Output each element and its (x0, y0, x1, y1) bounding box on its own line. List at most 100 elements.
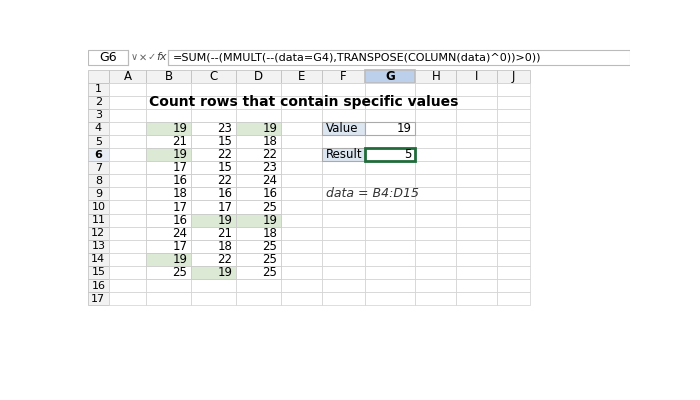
Text: 9: 9 (94, 189, 102, 199)
Bar (237, 148, 281, 161)
Bar (237, 266, 281, 279)
Bar (191, 135, 237, 148)
Text: B: B (164, 70, 173, 83)
Bar (88, 214, 109, 227)
Bar (365, 214, 415, 227)
Bar (281, 187, 322, 200)
Bar (456, 96, 498, 109)
Bar (109, 227, 146, 240)
Text: 15: 15 (218, 135, 232, 148)
Text: 19: 19 (262, 122, 277, 135)
Bar (88, 96, 109, 109)
Bar (146, 135, 191, 148)
Text: G: G (385, 70, 395, 83)
Text: 19: 19 (218, 214, 232, 226)
Bar (456, 174, 498, 187)
Bar (109, 200, 146, 214)
Text: 12: 12 (91, 228, 106, 238)
Bar (237, 174, 281, 187)
Text: 22: 22 (262, 148, 277, 161)
Text: 16: 16 (172, 174, 188, 187)
Text: Count rows that contain specific values: Count rows that contain specific values (148, 95, 458, 109)
Bar (109, 187, 146, 200)
Bar (237, 96, 281, 109)
Bar (498, 161, 530, 174)
Text: 8: 8 (94, 176, 102, 186)
Bar (365, 253, 415, 266)
Bar (191, 227, 237, 240)
Bar (456, 200, 498, 214)
Text: 18: 18 (262, 227, 277, 240)
Bar (281, 214, 322, 227)
Bar (191, 148, 237, 161)
Bar (191, 200, 237, 214)
Bar (237, 240, 281, 253)
Bar (237, 200, 281, 214)
Bar (109, 266, 146, 279)
Bar (365, 135, 415, 148)
Bar (498, 292, 530, 305)
Bar (322, 187, 365, 200)
Text: I: I (475, 70, 479, 83)
Text: 25: 25 (262, 240, 277, 253)
Bar (237, 240, 281, 253)
Bar (365, 122, 415, 135)
Bar (281, 148, 322, 161)
Bar (88, 253, 109, 266)
Text: 17: 17 (172, 161, 188, 174)
Bar (146, 83, 191, 96)
Bar (456, 83, 498, 96)
Text: 22: 22 (218, 174, 232, 187)
Bar (146, 214, 191, 227)
Bar (88, 148, 109, 161)
Bar (109, 174, 146, 187)
Bar (109, 161, 146, 174)
Text: 17: 17 (172, 240, 188, 253)
Bar (281, 292, 322, 305)
Bar (456, 70, 498, 83)
Bar (191, 266, 237, 279)
Bar (322, 200, 365, 214)
Text: 18: 18 (173, 188, 188, 200)
Text: 17: 17 (172, 200, 188, 214)
Bar (365, 200, 415, 214)
Bar (322, 292, 365, 305)
Bar (322, 148, 365, 161)
Text: ✓: ✓ (148, 52, 156, 62)
Bar (109, 70, 146, 83)
Bar (88, 50, 128, 65)
Bar (322, 174, 365, 187)
Bar (146, 292, 191, 305)
Bar (415, 70, 456, 83)
Bar (146, 240, 191, 253)
Bar (365, 279, 415, 292)
Bar (322, 109, 365, 122)
Bar (415, 109, 456, 122)
Bar (237, 227, 281, 240)
Bar (281, 96, 322, 109)
Bar (237, 148, 281, 161)
Bar (415, 240, 456, 253)
Bar (498, 266, 530, 279)
Bar (237, 187, 281, 200)
Bar (498, 96, 530, 109)
Bar (146, 148, 191, 161)
Bar (191, 174, 237, 187)
Bar (191, 161, 237, 174)
Bar (109, 109, 146, 122)
Bar (146, 70, 191, 83)
Bar (415, 266, 456, 279)
Text: =SUM(--(MMULT(--(data=G4),TRANSPOSE(COLUMN(data)^0))>0)): =SUM(--(MMULT(--(data=G4),TRANSPOSE(COLU… (173, 52, 541, 62)
Bar (365, 227, 415, 240)
Bar (281, 161, 322, 174)
Bar (237, 253, 281, 266)
Bar (322, 240, 365, 253)
Bar (146, 135, 191, 148)
Text: 21: 21 (218, 227, 232, 240)
Text: 24: 24 (172, 227, 188, 240)
Text: E: E (298, 70, 305, 83)
Bar (109, 292, 146, 305)
Bar (322, 70, 365, 83)
Text: 19: 19 (218, 266, 232, 279)
Text: 15: 15 (91, 268, 105, 278)
